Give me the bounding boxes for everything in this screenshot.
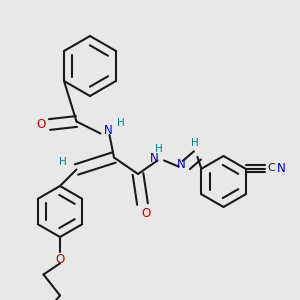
Text: N: N <box>277 162 285 175</box>
Text: H: H <box>191 138 199 148</box>
Text: O: O <box>141 207 150 220</box>
Text: C: C <box>268 163 276 173</box>
Text: H: H <box>117 118 125 128</box>
Text: H: H <box>59 157 67 167</box>
Text: H: H <box>155 144 163 154</box>
Text: N: N <box>103 124 112 137</box>
Text: N: N <box>149 152 158 166</box>
Text: O: O <box>56 253 64 266</box>
Text: N: N <box>176 158 185 172</box>
Text: O: O <box>37 118 46 131</box>
